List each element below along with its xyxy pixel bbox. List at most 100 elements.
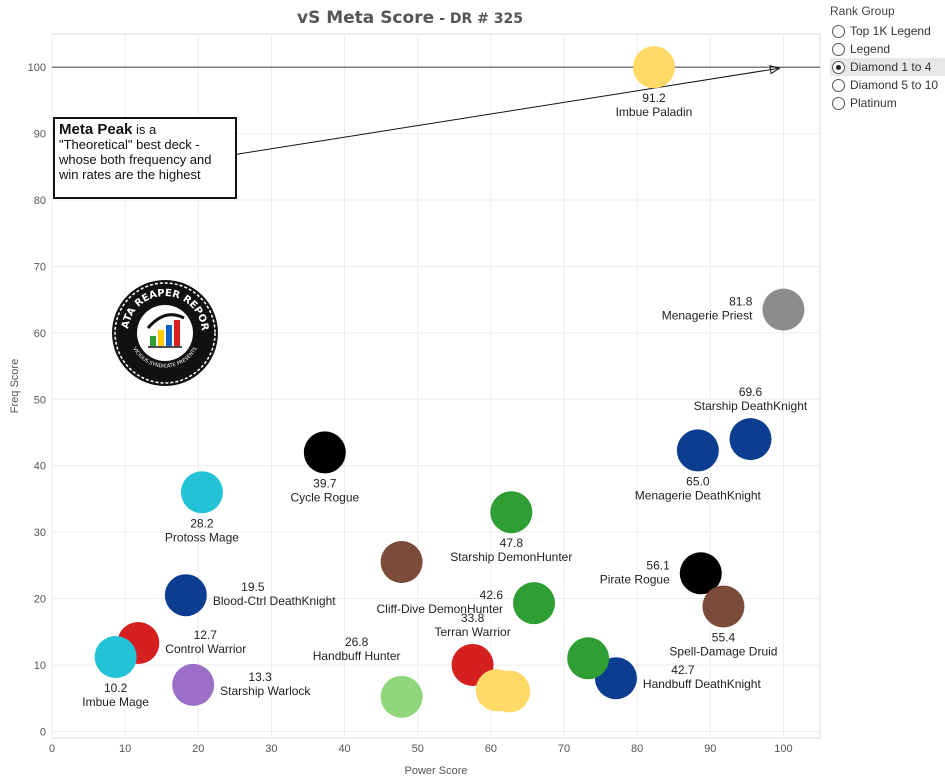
data-point xyxy=(180,471,223,514)
y-tick-label: 100 xyxy=(28,62,46,74)
data-point xyxy=(513,582,556,625)
legend-item-label: Platinum xyxy=(850,96,897,110)
chart-title-sub: - DR # 325 xyxy=(439,11,523,27)
point-score-label: 81.8 xyxy=(729,295,753,309)
rank-group-legend: Rank Group Top 1K Legend Legend Diamond … xyxy=(830,4,945,112)
radio-icon[interactable] xyxy=(832,60,845,74)
point-score-label: 91.2 xyxy=(642,91,666,105)
y-tick-label: 50 xyxy=(34,394,46,406)
y-tick-label: 30 xyxy=(34,527,46,539)
y-tick-label: 90 xyxy=(34,129,46,141)
point-score-label: 47.8 xyxy=(500,536,524,550)
x-tick-label: 20 xyxy=(192,743,204,755)
x-axis-label: Power Score xyxy=(405,765,468,777)
radio-icon[interactable] xyxy=(832,78,845,92)
point-name-label: Imbue Mage xyxy=(82,695,149,709)
point-score-label: 39.7 xyxy=(313,476,337,490)
annotation-bold: Meta Peak xyxy=(59,121,133,138)
point-score-label: 69.6 xyxy=(739,385,763,399)
radio-icon[interactable] xyxy=(832,42,845,56)
point-name-label: Menagerie DeathKnight xyxy=(635,488,762,502)
data-point xyxy=(702,585,745,628)
data-point xyxy=(679,552,722,595)
point-name-label: Starship Warlock xyxy=(220,684,311,698)
data-point xyxy=(488,670,531,713)
legend-item-label: Diamond 1 to 4 xyxy=(850,60,932,74)
y-tick-label: 20 xyxy=(34,594,46,606)
x-tick-label: 40 xyxy=(338,743,350,755)
point-name-label: Starship DeathKnight xyxy=(694,399,808,413)
data-point xyxy=(632,46,675,89)
x-tick-label: 10 xyxy=(119,743,131,755)
legend-item-diamond-5-to-10[interactable]: Diamond 5 to 10 xyxy=(830,76,945,94)
y-tick-label: 40 xyxy=(34,461,46,473)
legend-item-label: Legend xyxy=(850,42,891,56)
x-tick-label: 50 xyxy=(412,743,424,755)
point-score-label: 33.8 xyxy=(461,611,485,625)
y-tick-label: 10 xyxy=(34,660,46,672)
y-tick-label: 0 xyxy=(40,726,46,738)
radio-icon[interactable] xyxy=(832,96,845,110)
point-score-label: 13.3 xyxy=(248,670,272,684)
y-tick-label: 80 xyxy=(34,195,46,207)
point-name-label: Control Warrior xyxy=(165,642,246,656)
point-name-label: Pirate Rogue xyxy=(600,572,670,586)
point-score-label: 12.7 xyxy=(194,628,218,642)
data-point xyxy=(94,635,137,678)
point-name-label: Handbuff Hunter xyxy=(313,649,401,663)
legend-item-legend[interactable]: Legend xyxy=(830,40,945,58)
data-point xyxy=(172,663,215,706)
point-name-label: Spell-Damage Druid xyxy=(669,644,777,658)
point-name-label: Protoss Mage xyxy=(165,530,239,544)
x-tick-label: 0 xyxy=(49,743,55,755)
point-name-label: Handbuff DeathKnight xyxy=(643,677,762,691)
annotation-arrow-line xyxy=(231,67,780,156)
chart-title: vS Meta Score - DR # 325 xyxy=(0,8,820,28)
legend-item-label: Top 1K Legend xyxy=(850,24,931,38)
point-score-label: 65.0 xyxy=(686,474,710,488)
legend-item-platinum[interactable]: Platinum xyxy=(830,94,945,112)
x-tick-label: 30 xyxy=(265,743,277,755)
point-name-label: Menagerie Priest xyxy=(662,309,753,323)
data-point xyxy=(729,418,772,461)
point-name-label: Starship DemonHunter xyxy=(450,550,572,564)
legend-item-diamond-1-to-4[interactable]: Diamond 1 to 4 xyxy=(830,58,945,76)
data-point xyxy=(164,574,207,617)
point-name-label: Terran Warrior xyxy=(434,625,510,639)
point-score-label: 42.6 xyxy=(480,588,504,602)
y-axis-label: Freq Score xyxy=(9,359,21,413)
y-tick-label: 70 xyxy=(34,261,46,273)
data-point xyxy=(567,637,610,680)
data-point xyxy=(380,541,423,583)
annotation-arrow-head xyxy=(769,64,781,75)
point-score-label: 56.1 xyxy=(646,558,670,572)
y-tick-label: 60 xyxy=(34,328,46,340)
legend-item-label: Diamond 5 to 10 xyxy=(850,78,939,92)
x-tick-label: 100 xyxy=(774,743,792,755)
point-name-label: Cycle Rogue xyxy=(290,490,359,504)
point-name-label: Blood-Ctrl DeathKnight xyxy=(213,594,336,608)
meta-peak-annotation: Meta Peak is a "Theoretical" best deck -… xyxy=(53,117,237,199)
data-point xyxy=(490,491,533,534)
data-point xyxy=(676,429,719,472)
point-score-label: 19.5 xyxy=(241,580,265,594)
chart-title-main: vS Meta Score xyxy=(296,8,435,28)
x-tick-label: 70 xyxy=(558,743,570,755)
point-score-label: 26.8 xyxy=(345,635,369,649)
data-reaper-logo: DATA REAPER REPORT VICIOUS SYNDICATE PRE… xyxy=(110,278,218,386)
point-name-label: Imbue Paladin xyxy=(616,105,693,119)
data-point xyxy=(303,431,346,474)
point-score-label: 28.2 xyxy=(190,516,214,530)
point-score-label: 10.2 xyxy=(104,681,128,695)
point-score-label: 55.4 xyxy=(712,630,736,644)
annotation-text: is a "Theoretical" best deck - whose bot… xyxy=(59,122,212,182)
point-name-label: Cliff-Dive DemonHunter xyxy=(377,602,504,616)
x-tick-label: 90 xyxy=(704,743,716,755)
x-tick-label: 80 xyxy=(631,743,643,755)
radio-icon[interactable] xyxy=(832,24,845,38)
data-point xyxy=(762,288,805,331)
x-tick-label: 60 xyxy=(485,743,497,755)
legend-item-top-1k-legend[interactable]: Top 1K Legend xyxy=(830,22,945,40)
legend-title: Rank Group xyxy=(830,4,895,18)
